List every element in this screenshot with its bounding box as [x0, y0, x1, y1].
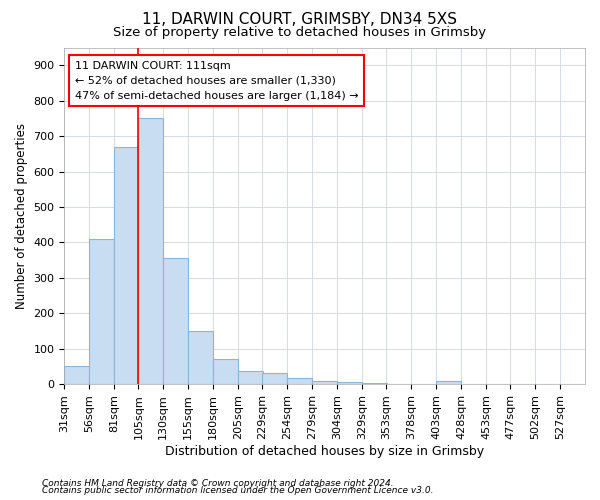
Bar: [64, 366, 89, 384]
Bar: [436, 382, 461, 384]
Text: Size of property relative to detached houses in Grimsby: Size of property relative to detached ho…: [113, 26, 487, 39]
Text: Contains HM Land Registry data © Crown copyright and database right 2024.: Contains HM Land Registry data © Crown c…: [42, 478, 394, 488]
Bar: [238, 371, 263, 384]
Bar: [312, 380, 337, 384]
Bar: [89, 239, 115, 384]
Bar: [163, 258, 188, 384]
Bar: [262, 374, 287, 384]
Bar: [139, 118, 163, 384]
Text: 11, DARWIN COURT, GRIMSBY, DN34 5XS: 11, DARWIN COURT, GRIMSBY, DN34 5XS: [143, 12, 458, 28]
Text: Contains public sector information licensed under the Open Government Licence v3: Contains public sector information licen…: [42, 486, 433, 495]
Bar: [213, 360, 238, 384]
Y-axis label: Number of detached properties: Number of detached properties: [15, 123, 28, 309]
Bar: [337, 382, 362, 384]
Bar: [287, 378, 312, 384]
Text: 11 DARWIN COURT: 111sqm
← 52% of detached houses are smaller (1,330)
47% of semi: 11 DARWIN COURT: 111sqm ← 52% of detache…: [75, 61, 358, 100]
X-axis label: Distribution of detached houses by size in Grimsby: Distribution of detached houses by size …: [165, 444, 484, 458]
Bar: [115, 146, 139, 384]
Bar: [188, 331, 213, 384]
